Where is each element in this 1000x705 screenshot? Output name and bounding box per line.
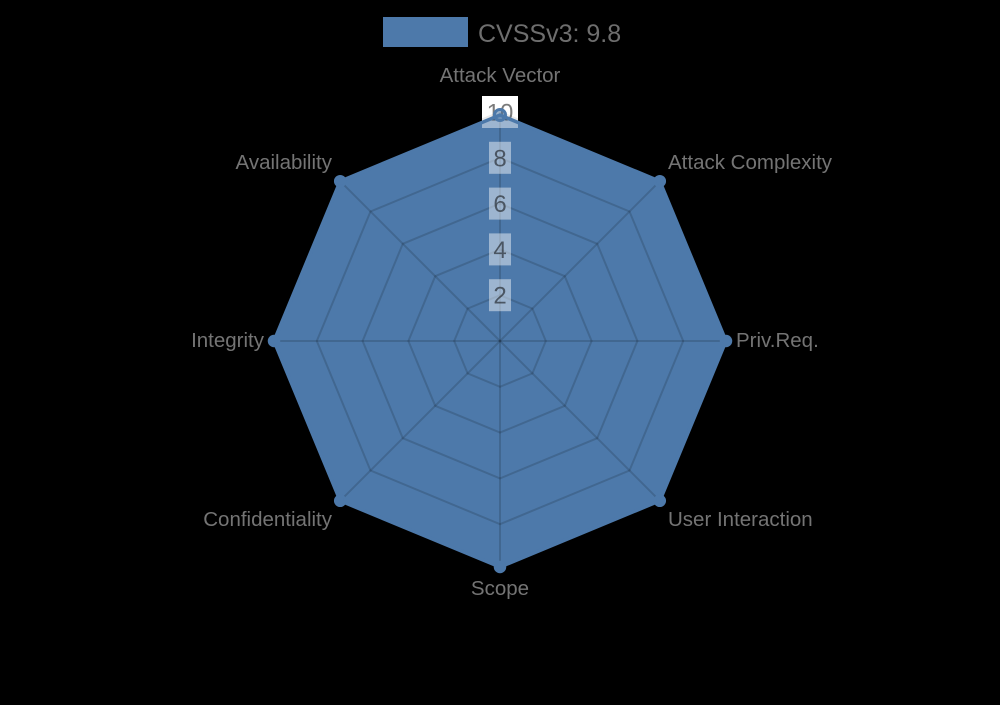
svg-text:Scope: Scope: [471, 577, 529, 600]
svg-text:User Interaction: User Interaction: [668, 508, 813, 531]
svg-text:Attack Vector: Attack Vector: [440, 64, 561, 87]
svg-text:2: 2: [493, 283, 506, 310]
svg-text:Confidentiality: Confidentiality: [203, 508, 333, 531]
svg-text:4: 4: [493, 237, 506, 264]
svg-text:Priv.Req.: Priv.Req.: [736, 329, 819, 352]
svg-text:Availability: Availability: [236, 151, 333, 174]
svg-text:Attack Complexity: Attack Complexity: [668, 151, 833, 174]
svg-text:CVSSv3: 9.8: CVSSv3: 9.8: [478, 20, 621, 48]
svg-text:Integrity: Integrity: [191, 329, 265, 352]
svg-text:8: 8: [493, 145, 506, 172]
svg-text:6: 6: [493, 191, 506, 218]
